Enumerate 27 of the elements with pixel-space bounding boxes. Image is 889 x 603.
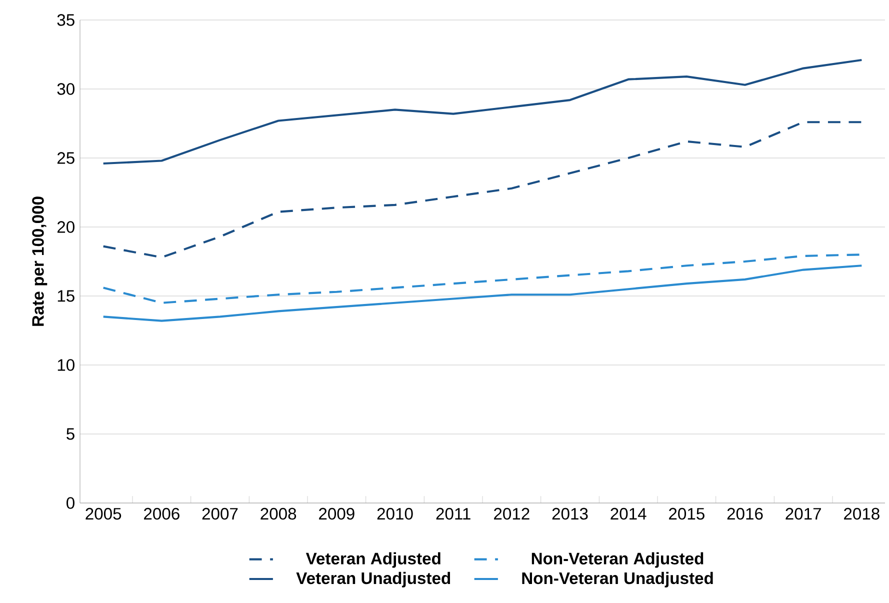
y-tick-label: 25 <box>57 152 74 164</box>
x-tick-label: 2008 <box>260 508 296 520</box>
legend-label: Non-Veteran Unadjusted <box>522 572 713 588</box>
legend-label: Veteran Unadjusted <box>296 572 450 588</box>
legend-label: Veteran Adjusted <box>306 552 440 568</box>
x-tick-label: 2016 <box>727 508 763 520</box>
x-tick-label: 2013 <box>552 508 588 520</box>
y-tick-label: 30 <box>57 83 74 95</box>
y-axis-title: Rate per 100,000 <box>32 196 48 326</box>
y-tick-label: 35 <box>57 14 74 26</box>
x-tick-label: 2011 <box>436 508 470 520</box>
y-tick-label: 10 <box>58 359 74 371</box>
x-tick-label: 2018 <box>844 508 880 520</box>
x-tick-label: 2009 <box>319 508 354 520</box>
legend-label: Non-Veteran Adjusted <box>532 552 704 568</box>
x-tick-label: 2010 <box>377 508 413 520</box>
x-tick-label: 2015 <box>669 508 704 520</box>
y-tick-label: 0 <box>66 497 74 509</box>
y-tick-label: 20 <box>57 221 74 233</box>
y-tick-label: 15 <box>58 290 74 302</box>
x-tick-label: 2005 <box>86 508 122 520</box>
x-tick-label: 2006 <box>144 508 180 520</box>
y-tick-label: 5 <box>66 428 74 440</box>
x-tick-label: 2012 <box>494 508 530 520</box>
x-tick-label: 2014 <box>610 508 646 520</box>
x-tick-label: 2007 <box>202 508 238 520</box>
x-tick-label: 2017 <box>786 508 821 520</box>
